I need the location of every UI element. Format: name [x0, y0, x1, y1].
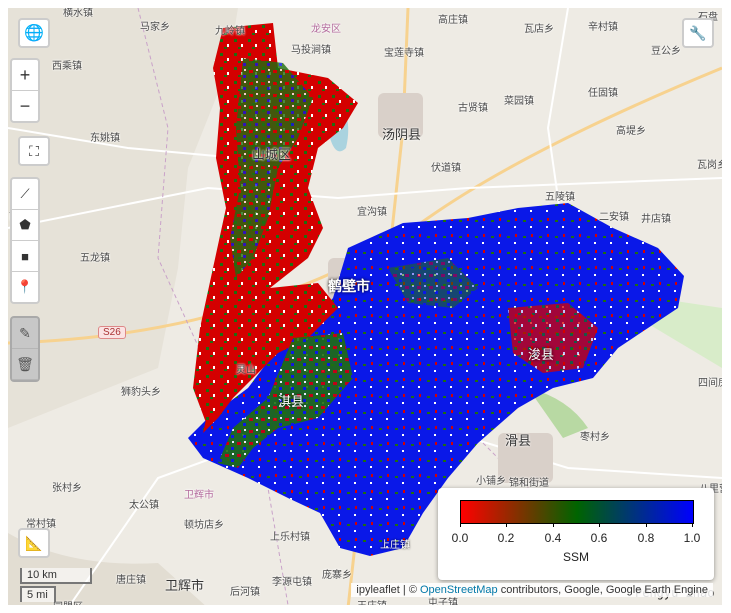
delete-layers-button[interactable]: 🗑 — [12, 349, 38, 380]
place-label: 瓦店乡 — [524, 24, 554, 35]
wrench-button[interactable]: 🔧 — [682, 18, 714, 48]
place-label: 小铺乡 — [476, 476, 506, 487]
map-view[interactable]: 横水镇 马家乡 九岭镇 龙安区 高庄镇 马投涧镇 宝莲寺镇 瓦店乡 辛村镇 石盘… — [8, 8, 722, 605]
place-label: 四间房 — [698, 378, 722, 389]
zoom-out-button[interactable]: − — [19, 95, 31, 116]
place-label: 伏道镇 — [431, 163, 461, 174]
edit-icon: ✎ — [19, 324, 31, 341]
place-label: 唐庄镇 — [116, 575, 146, 586]
place-label: 高堤乡 — [616, 126, 646, 137]
place-label: 宝莲寺镇 — [384, 48, 424, 59]
basemap — [8, 8, 722, 605]
place-label: 马家乡 — [140, 22, 170, 33]
place-label: 灵山 — [236, 365, 256, 376]
place-label: 高庄镇 — [438, 15, 468, 26]
scale-km: 10 km — [20, 568, 92, 584]
polygon-icon: ⬟ — [19, 217, 31, 232]
zoom-control: + − — [10, 58, 40, 123]
place-label: 顿坊店乡 — [184, 520, 224, 531]
marker-icon: 📍 — [16, 279, 34, 294]
place-label: 石盘 — [698, 8, 718, 23]
zoom-in-button[interactable]: + — [12, 60, 38, 91]
place-label: 五陵镇 — [545, 192, 575, 203]
legend-tick: 1.0 — [683, 531, 701, 545]
place-label: 九岭镇 — [215, 26, 245, 37]
place-label: 狮豹头乡 — [121, 387, 161, 398]
draw-polygon-button[interactable]: ⬟ — [12, 210, 38, 241]
place-label: 菜园镇 — [504, 96, 534, 107]
fullscreen-button[interactable]: ⛶ — [18, 136, 50, 166]
place-label: 枣村乡 — [580, 432, 610, 443]
place-label-city: 卫辉市 — [165, 578, 205, 593]
place-label: 李源屯镇 — [272, 577, 312, 588]
color-ramp — [460, 500, 694, 524]
place-label: 张村乡 — [52, 483, 82, 494]
place-label-city: 鹤壁市 — [328, 278, 370, 294]
legend-tick: 0.6 — [590, 531, 608, 545]
attribution-rest: contributors, Google, Google Earth Engin… — [497, 584, 708, 596]
ssm-legend: 0.0 0.2 0.4 0.6 0.8 1.0 SSM — [438, 488, 714, 580]
legend-tick: 0.0 — [451, 531, 469, 545]
attribution-prefix[interactable]: ipyleaflet — [356, 584, 400, 596]
place-label-county: 淇县 — [278, 394, 305, 409]
place-label: 上乐村镇 — [270, 532, 310, 543]
place-label: 常村镇 — [26, 519, 56, 530]
place-label-district: 山城区 — [252, 147, 292, 162]
place-label: 五龙镇 — [80, 253, 110, 264]
place-label: 任固镇 — [588, 88, 618, 99]
place-label: 庞寨乡 — [322, 570, 352, 581]
trash-icon: 🗑 — [16, 355, 34, 372]
attribution: ipyleaflet | © OpenStreetMap contributor… — [351, 583, 713, 597]
edit-layers-button[interactable]: ✎ — [12, 318, 38, 349]
place-label-county: 滑县 — [505, 433, 532, 448]
place-label: 横水镇 — [63, 8, 93, 19]
place-label: 太公镇 — [129, 500, 159, 511]
place-label: 王庄镇 — [357, 597, 387, 605]
ruler-icon: 📐 — [25, 534, 43, 551]
draw-rectangle-button[interactable]: ■ — [12, 241, 38, 272]
place-label-county: 浚县 — [528, 347, 555, 362]
place-label: 井店镇 — [641, 214, 671, 225]
legend-tick: 0.4 — [544, 531, 562, 545]
polyline-icon: ⟋ — [20, 186, 30, 201]
measure-button[interactable]: 📐 — [18, 528, 50, 558]
place-label: 宜沟镇 — [357, 207, 387, 218]
wrench-icon: 🔧 — [689, 24, 707, 41]
draw-marker-button[interactable]: 📍 — [12, 272, 38, 302]
legend-title: SSM — [562, 550, 589, 564]
place-label: 龙安区 — [311, 24, 341, 35]
legend-tick: 0.8 — [637, 531, 655, 545]
fullscreen-icon: ⛶ — [29, 142, 39, 159]
rectangle-icon: ■ — [21, 248, 29, 264]
place-label: 锦和街道 — [509, 478, 549, 489]
place-label: 上庄镇 — [380, 540, 410, 551]
road-shield: S26 — [98, 326, 126, 339]
attribution-sep: | © — [399, 584, 420, 596]
place-label: 东姚镇 — [90, 133, 120, 144]
edit-toolbar: ✎ 🗑 — [10, 316, 40, 382]
place-label: 同盟区 — [53, 598, 83, 605]
place-label: 马投涧镇 — [291, 45, 331, 56]
globe-icon: 🌐 — [24, 25, 44, 42]
scale-mi: 5 mi — [20, 586, 56, 602]
draw-toolbar: ⟋ ⬟ ■ 📍 — [10, 177, 40, 304]
place-label: 古贤镇 — [458, 103, 488, 114]
place-label: 辛村镇 — [588, 22, 618, 33]
place-label: 瓦岗乡 — [697, 160, 722, 171]
place-label: 屯子镇 — [428, 598, 458, 605]
place-label: 二安镇 — [599, 212, 629, 223]
place-label-county: 汤阴县 — [382, 127, 422, 142]
place-label: 后河镇 — [230, 587, 260, 598]
draw-polyline-button[interactable]: ⟋ — [12, 179, 38, 210]
legend-tick: 0.2 — [497, 531, 515, 545]
globe-button[interactable]: 🌐 — [18, 18, 50, 48]
place-label: 豆公乡 — [651, 46, 681, 57]
place-label: 西乘镇 — [52, 61, 82, 72]
place-label: 卫辉市 — [184, 490, 214, 501]
osm-link[interactable]: OpenStreetMap — [419, 584, 498, 596]
